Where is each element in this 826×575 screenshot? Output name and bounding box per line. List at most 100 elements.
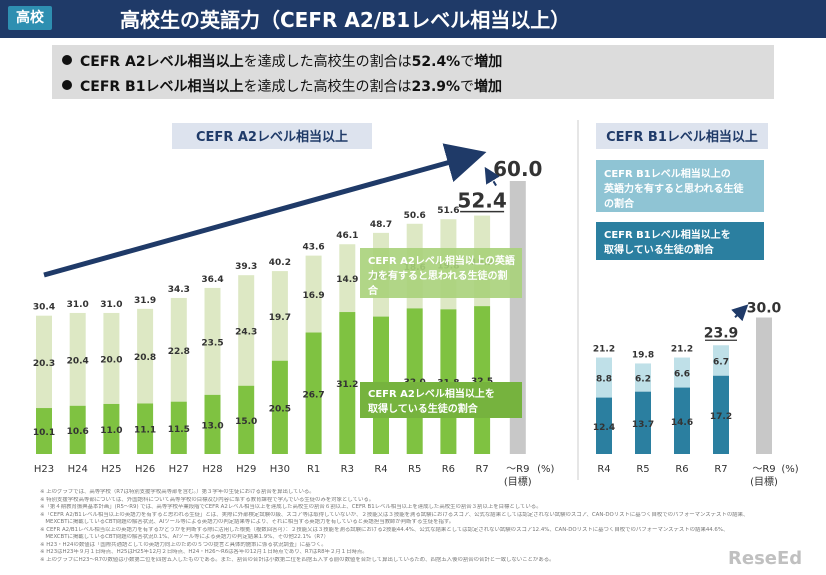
bar-a2-estimated — [137, 308, 154, 404]
total-label-b1: 19.8 — [632, 350, 654, 360]
footnote: ※ 上のグラフにH23～R7の数値は小数第二位を四捨五入したものである。また、割… — [40, 556, 555, 563]
x-tick-label-a2: H25 — [101, 464, 121, 475]
legend-a2-estimated-line3: 合 — [367, 284, 379, 297]
bar-a2-estimated — [103, 312, 120, 404]
x-tick-label-b1: R7 — [714, 464, 727, 475]
summary-box: CEFR A2レベル相当以上を達成した高校生の割合は52.4%で増加 CEFR … — [52, 45, 774, 99]
x-tick-label-a2: R4 — [374, 464, 387, 475]
chart-a2-title: CEFR A2レベル相当以上 — [196, 129, 348, 145]
legend-b1-certified-box — [596, 222, 764, 260]
total-label-a2: 43.6 — [302, 243, 324, 253]
data-label-a2-certified: 15.0 — [235, 417, 257, 427]
bar-a2-certified — [305, 332, 322, 454]
footnote: ※ 特別支援学校高等部については、外国語科について高等学校の目標及び内容に準ずる… — [40, 496, 375, 503]
x-tick-label-a2: H30 — [270, 464, 290, 475]
total-label-a2: 31.0 — [67, 300, 89, 310]
data-label-a2-certified: 20.5 — [269, 404, 291, 414]
data-label-a2-certified: 26.7 — [302, 390, 324, 400]
bullet-b1-subject: CEFR B1レベル相当以上 — [80, 79, 244, 95]
total-label-b1: 21.2 — [593, 345, 615, 355]
bullet-a2-value: 52.4% — [411, 54, 461, 70]
bullet-a2-text: を達成した高校生の割合は — [243, 54, 412, 70]
total-label-a2: 40.2 — [269, 258, 291, 268]
x-tick-label-a2: H24 — [68, 464, 88, 475]
bar-a2-estimated — [170, 297, 187, 402]
bar-a2-estimated — [36, 315, 52, 409]
target-label-b1: 30.0 — [747, 301, 782, 317]
data-label-a2-certified: 31.2 — [336, 380, 358, 390]
x-tick-label-a2: H23 — [34, 464, 54, 475]
bullet-a2-trend: 増加 — [474, 54, 503, 70]
x-tick-label-a2-target: ～R9 — [506, 464, 529, 475]
legend-a2-estimated-line1: CEFR A2レベル相当以上の英語 — [368, 254, 515, 267]
legend-b1-certified-line2: 取得している生徒の割合 — [604, 243, 715, 256]
bar-b1-certified — [635, 391, 651, 454]
bar-a2-estimated — [204, 287, 221, 395]
bar-a2-certified — [271, 360, 288, 454]
trend-arrow-icon — [43, 143, 487, 278]
data-label-b1-certified: 14.6 — [671, 418, 693, 428]
x-tick-label-a2: R5 — [408, 464, 421, 475]
chart-a2-title-box — [172, 123, 372, 149]
total-label-a2: 30.4 — [33, 303, 55, 313]
bar-a2-certified — [238, 385, 255, 454]
target-label-a2: 60.0 — [493, 157, 542, 181]
footnote: ※ 上のグラフでは、高等学校（R7は特別支援学校高等部を含む。）第３学年の生徒に… — [40, 489, 315, 495]
bar-a2-certified — [137, 403, 154, 454]
x-tick-label-b1: R6 — [675, 464, 688, 475]
x-tick-label-a2: R7 — [475, 464, 488, 475]
bullet-dot-icon — [62, 55, 72, 65]
total-label-a2: 46.1 — [336, 231, 358, 241]
data-label-b1-estimated: 6.7 — [713, 357, 729, 367]
bar-b1-estimated — [596, 357, 612, 398]
legend-a2-certified-line2: 取得している生徒の割合 — [368, 402, 479, 415]
data-label-a2-estimated: 19.7 — [269, 313, 291, 323]
bar-a2-estimated — [339, 244, 356, 313]
bar-b1-estimated — [635, 363, 651, 392]
bar-a2-estimated — [69, 312, 86, 406]
bullet-dot-icon — [62, 80, 72, 90]
legend-a2-certified-line1: CEFR A2レベル相当以上を — [368, 387, 495, 400]
total-label-a2: 50.6 — [404, 211, 426, 221]
legend-b1-estimated-box — [596, 160, 764, 212]
total-label-a2: 36.4 — [201, 275, 223, 285]
bar-a2-estimated — [238, 275, 255, 386]
footnote: ※ H23はH23年９月１日時点、H25はH25年12月２日時点、H24・H26… — [40, 549, 368, 555]
data-label-a2-estimated: 20.8 — [134, 353, 156, 363]
data-label-b1-estimated: 8.8 — [596, 375, 612, 385]
chart-b1-title-box — [596, 123, 768, 149]
total-label-a2: 52.4 — [457, 189, 506, 213]
data-label-a2-estimated: 14.9 — [336, 275, 358, 285]
summary-bullet-b1: CEFR B1レベル相当以上を達成した高校生の割合は23.9%で増加 — [62, 76, 502, 96]
footnote: ※「CEFR A2/B1レベル相当以上の英語力を有すると思われる生徒」とは、実際… — [40, 511, 749, 518]
bullet-b1-value: 23.9% — [411, 79, 461, 95]
target-arrow-icon — [484, 166, 500, 187]
bar-b1-certified — [713, 375, 729, 454]
x-tick-label-a2: H29 — [236, 464, 256, 475]
data-label-b1-certified: 12.4 — [593, 423, 615, 433]
bullet-a2-particle: で — [460, 54, 475, 70]
footnote: ※ CEFR A2/B1レベル相当以上の英語力を有するかどうかを判断する際に活用… — [40, 526, 729, 533]
legend-b1-estimated-line3: の割合 — [604, 197, 635, 210]
data-label-a2-estimated: 16.9 — [302, 291, 324, 301]
unit-label-b1: (%) — [781, 464, 798, 475]
data-label-a2-estimated: 24.3 — [235, 327, 257, 337]
total-label-a2: 48.7 — [370, 220, 392, 230]
target-bar-b1 — [756, 317, 772, 454]
data-label-b1-estimated: 6.6 — [674, 370, 690, 380]
bullet-b1-text: を達成した高校生の割合は — [243, 79, 412, 95]
page-title: 高校生の英語力（CEFR A2/B1レベル相当以上） — [120, 8, 571, 32]
data-label-b1-certified: 13.7 — [632, 420, 654, 430]
bar-a2-estimated — [305, 255, 322, 333]
bar-b1-estimated — [674, 357, 690, 388]
x-tick-label-b1: R4 — [597, 464, 610, 475]
legend-b1-estimated-line2: 英語力を有すると思われる生徒 — [603, 182, 744, 195]
data-label-a2-certified: 11.0 — [100, 426, 122, 436]
data-label-a2-estimated: 20.3 — [33, 359, 55, 369]
unit-label-a2: (%) — [537, 464, 554, 475]
x-tick-sublabel-a2-target: (目標) — [504, 475, 532, 488]
total-label-a2: 31.0 — [100, 300, 122, 310]
x-tick-label-b1: R5 — [636, 464, 649, 475]
bullet-a2-subject: CEFR A2レベル相当以上 — [80, 54, 244, 70]
